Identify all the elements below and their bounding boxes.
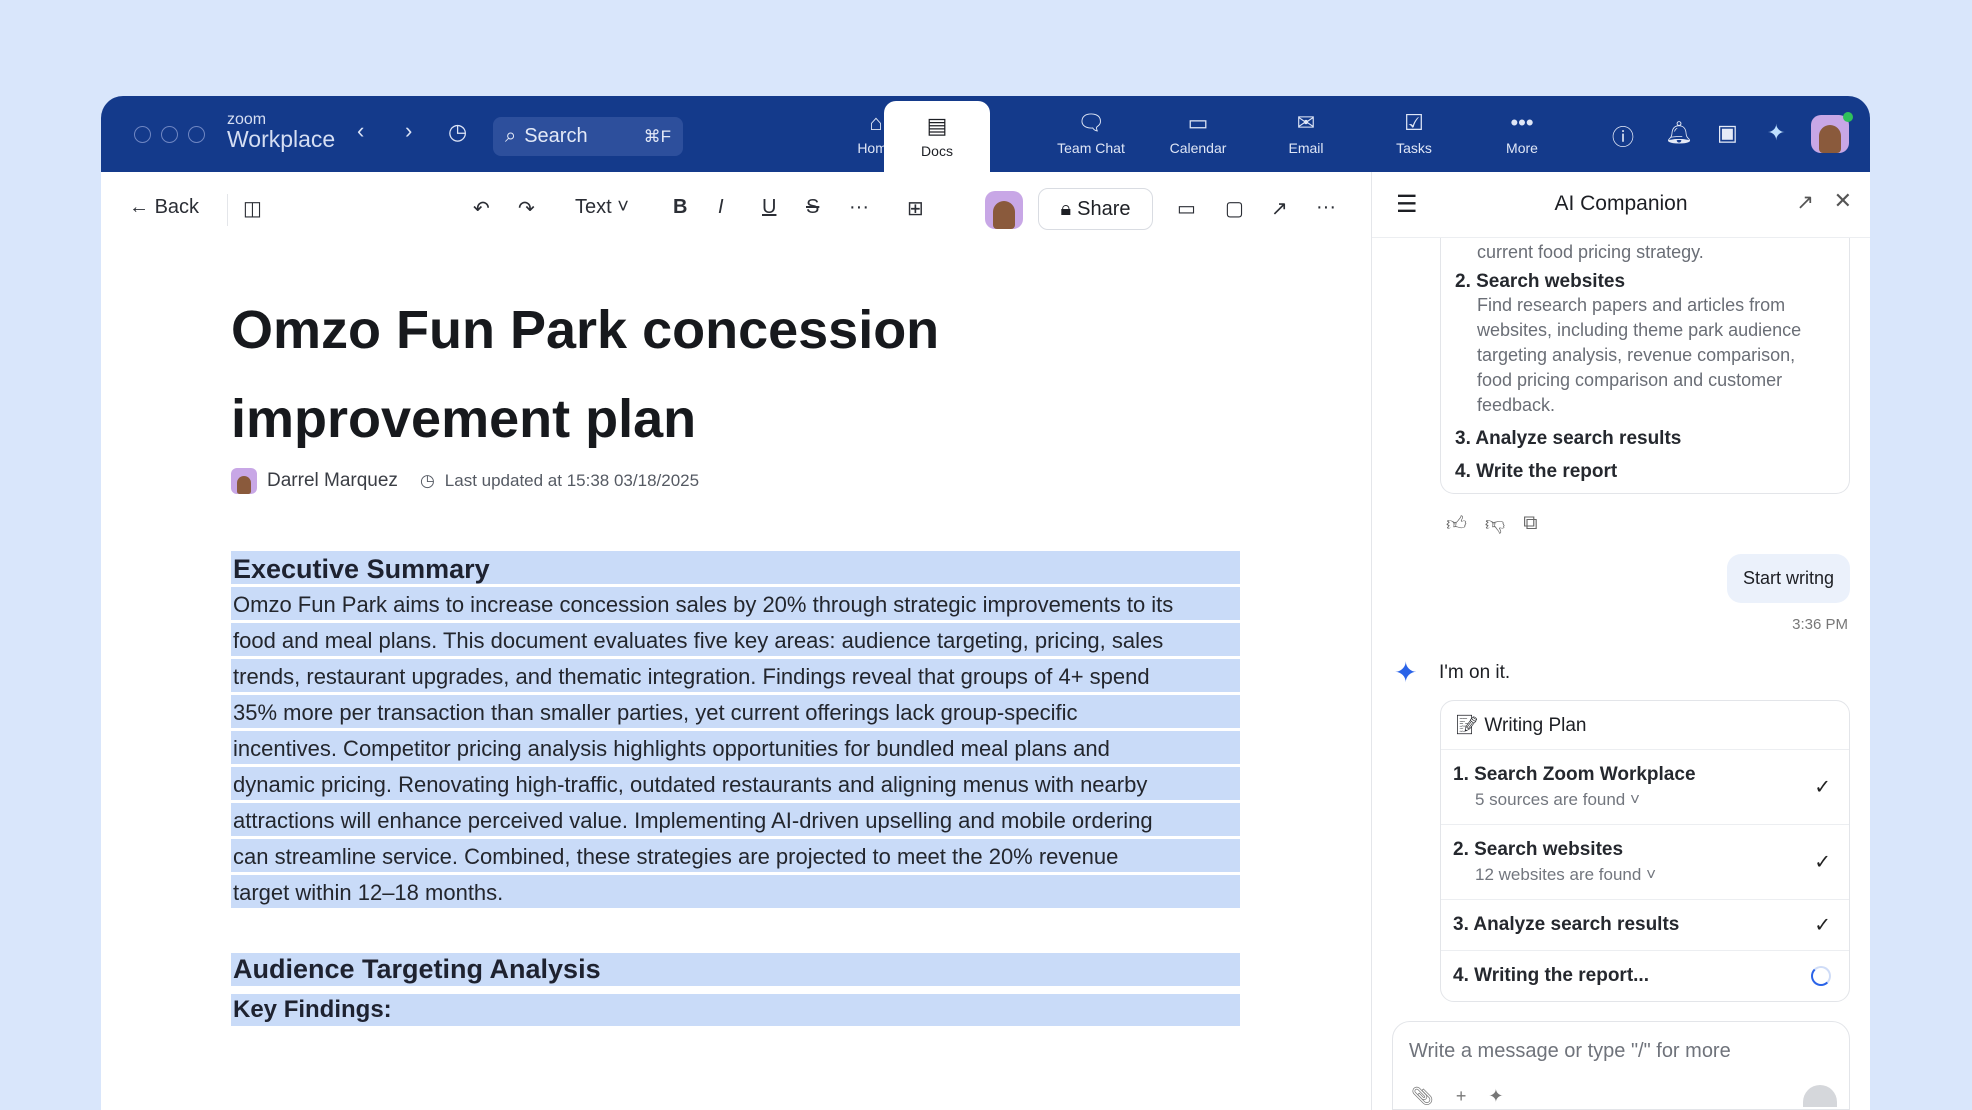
thumbs-down-icon[interactable]: 👎︎ (1484, 513, 1506, 535)
plan-step: 1. Search Zoom Workplace 5 sources are fo… (1441, 749, 1849, 824)
redo-icon[interactable]: ↷ (518, 198, 535, 220)
ai-reply: I'm on it. (1439, 662, 1511, 683)
page-title: Omzo Fun Park concession improvement pla… (231, 300, 940, 449)
underline-icon[interactable]: U (762, 196, 777, 218)
subsection-heading: Key Findings: (231, 994, 1240, 1026)
section-heading: Audience Targeting Analysis (231, 953, 1240, 986)
help-icon[interactable]: ⓘ (1612, 125, 1635, 150)
search-input[interactable]: ⌕ Search ⌘F (493, 117, 683, 156)
executive-summary-paragraph: Omzo Fun Park aims to increase concessio… (231, 587, 1240, 911)
doc-icon: ▤ (926, 112, 948, 138)
check-icon: ✓ (1814, 851, 1831, 874)
email-icon: ✉ (1296, 110, 1316, 135)
open-external-icon[interactable]: ↗ (1271, 198, 1288, 220)
check-icon: ✓ (1814, 914, 1831, 937)
prompt-icon[interactable]: ✦ (1488, 1086, 1504, 1106)
writing-plan-icon: 📝︎ (1455, 715, 1480, 736)
text-style-dropdown[interactable]: Text ˅ (575, 196, 629, 218)
plan-step: 3. Analyze search results ✓ (1441, 899, 1849, 950)
add-comment-icon[interactable]: ⊞ (907, 198, 924, 220)
doc-meta: Darrel Marquez ◷ Last updated at 15:38 0… (231, 468, 699, 494)
more-icon: ••• (1510, 110, 1534, 135)
doc-toolbar: ← Back ◫ ↶ ↷ Text ˅ B I U S ··· ⊞ 🔒︎ Shar… (101, 172, 1371, 248)
user-message: Start writng (1726, 554, 1850, 603)
nav-more[interactable]: ••• More (1506, 110, 1538, 157)
plan-step: 2. Search websites 12 websites are found … (1441, 824, 1849, 899)
message-input[interactable]: Write a message or type "/" for more 📎︎ +… (1392, 1021, 1850, 1110)
ai-sparkle-icon: ✦ (1394, 657, 1418, 688)
collaborator-avatar (985, 191, 1023, 229)
italic-icon[interactable]: I (718, 196, 724, 218)
attach-icon[interactable]: 📎︎ (1411, 1086, 1434, 1106)
websites-dropdown[interactable]: 12 websites are found ˅ (1475, 865, 1656, 884)
user-avatar[interactable] (1811, 115, 1849, 153)
writing-plan-card: 📝︎ Writing Plan 1. Search Zoom Workplace… (1440, 700, 1850, 1002)
strikethrough-icon[interactable]: S (806, 196, 820, 218)
search-icon: ⌕ (505, 125, 517, 147)
send-button[interactable] (1803, 1085, 1837, 1107)
plan-step: 4. Writing the report... (1441, 950, 1849, 1001)
online-status-dot (1843, 112, 1853, 122)
thumbs-up-icon[interactable]: 👍︎ (1446, 513, 1467, 535)
more-options-icon[interactable]: ··· (1316, 196, 1336, 218)
history-icon[interactable]: ◷ (448, 119, 468, 144)
close-icon[interactable]: ✕ (1833, 188, 1852, 213)
ai-companion-panel: ☰ AI Companion ↗ ✕ current food pricing … (1371, 172, 1870, 1110)
undo-icon[interactable]: ↶ (473, 198, 490, 220)
author-avatar (231, 468, 257, 494)
calendar-panel-icon[interactable]: ▣ (1717, 120, 1738, 145)
bell-icon[interactable]: 🔔︎ (1665, 120, 1693, 145)
plan-card: current food pricing strategy. 2. Search… (1440, 238, 1850, 494)
nav-docs[interactable]: ▤ Docs (884, 101, 990, 172)
check-icon: ✓ (1814, 776, 1831, 799)
loading-spinner-icon (1811, 966, 1831, 986)
panel-title: AI Companion (1554, 192, 1688, 215)
menu-icon[interactable]: ☰ (1396, 191, 1418, 218)
pop-out-icon[interactable]: ↗ (1796, 191, 1814, 214)
more-format-icon[interactable]: ··· (849, 196, 869, 218)
nav-tasks[interactable]: ☑ Tasks (1396, 110, 1432, 157)
sources-dropdown[interactable]: 5 sources are found ˅ (1475, 790, 1640, 809)
sidebar-toggle-icon[interactable]: ◫ (243, 198, 262, 220)
chat-icon: 🗨 (1077, 110, 1105, 135)
back-nav-icon[interactable]: ‹ (357, 118, 365, 143)
video-icon[interactable]: ▭ (1177, 198, 1196, 220)
clock-icon: ◷ (419, 471, 435, 490)
section-heading: Executive Summary (231, 551, 1240, 587)
tasks-icon: ☑ (1404, 110, 1424, 135)
back-button[interactable]: ← Back (129, 196, 200, 218)
zoom-logo: zoom Workplace (227, 111, 336, 152)
plan-step-description: current food pricing strategy. (1477, 242, 1704, 262)
nav-email[interactable]: ✉ Email (1288, 110, 1324, 157)
window-controls[interactable] (134, 126, 205, 143)
nav-team-chat[interactable]: 🗨 Team Chat (1057, 110, 1125, 157)
nav-calendar[interactable]: ▭ Calendar (1169, 110, 1227, 157)
message-time: 3:36 PM (1792, 616, 1848, 633)
calendar-icon: ▭ (1187, 110, 1209, 135)
bold-icon[interactable]: B (673, 196, 688, 218)
comment-icon[interactable]: ▢ (1225, 198, 1244, 220)
app-window: zoom Workplace ‹ › ◷ ⌕ Search ⌘F ⌂ Home ▤ Doc… (101, 96, 1870, 1110)
add-icon[interactable]: + (1455, 1086, 1467, 1106)
share-button[interactable]: 🔒︎ Share (1038, 188, 1153, 230)
lock-icon: 🔒︎ (1060, 197, 1072, 220)
copy-icon[interactable]: ⧉ (1523, 512, 1538, 534)
top-bar: zoom Workplace ‹ › ◷ ⌕ Search ⌘F ⌂ Home ▤ Doc… (101, 96, 1870, 172)
forward-nav-icon[interactable]: › (405, 118, 413, 143)
home-icon: ⌂ (869, 110, 883, 135)
ai-sparkle-icon[interactable]: ✦ (1767, 120, 1786, 145)
